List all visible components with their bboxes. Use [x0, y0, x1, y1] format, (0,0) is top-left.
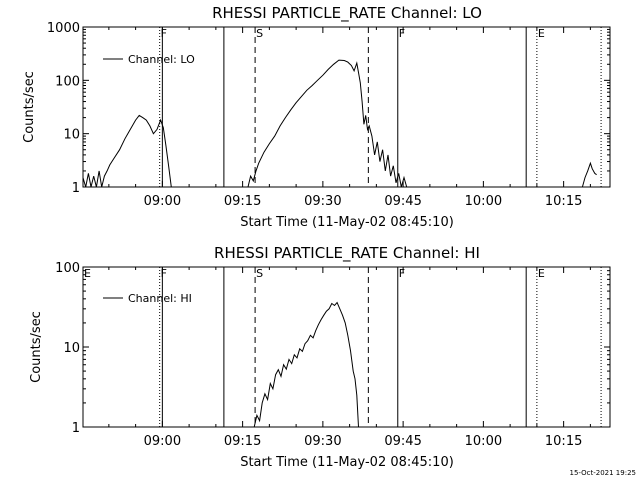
series-line [581, 161, 597, 188]
y-tick-label: 100 [55, 261, 80, 276]
x-tick-label: 10:15 [545, 194, 582, 209]
y-axis-label: Counts/sec [29, 311, 44, 383]
legend-entry: Channel: LO [128, 53, 195, 66]
chart-panel-hi: RHESSI PARTICLE_RATE Channel: HI Counts/… [29, 244, 611, 470]
x-tick-label: 09:00 [144, 194, 181, 209]
x-tick-label: 09:45 [384, 194, 421, 209]
chart-title: RHESSI PARTICLE_RATE Channel: HI [214, 244, 480, 263]
event-marker-label: E [84, 267, 91, 280]
event-marker-label: F [399, 267, 405, 280]
x-tick-label: 09:30 [304, 194, 341, 209]
y-tick-label: 1000 [47, 21, 80, 36]
plot-area: 1 10 100 09:00 09:15 09:30 09:45 10:00 10:15 E F S F… [55, 261, 611, 449]
x-axis-label: Start Time (11-May-02 08:45:10) [240, 455, 454, 470]
x-tick-label: 09:45 [384, 434, 421, 449]
x-tick-label: 10:00 [465, 434, 502, 449]
event-marker-label: F [161, 27, 167, 40]
chart-panel-lo: RHESSI PARTICLE_RATE Channel: LO Counts/… [22, 4, 611, 230]
event-marker-label: F [399, 27, 405, 40]
x-axis-label: Start Time (11-May-02 08:45:10) [240, 215, 454, 230]
y-tick-label: 1 [72, 181, 80, 196]
event-marker-label: F [161, 267, 167, 280]
legend: Channel: LO [103, 53, 195, 66]
series-line [82, 114, 172, 188]
x-tick-label: 09:15 [224, 434, 261, 449]
event-marker-label: E [538, 27, 545, 40]
x-tick-label: 10:15 [545, 434, 582, 449]
x-tick-label: 09:15 [224, 194, 261, 209]
legend-entry: Channel: HI [128, 292, 192, 305]
chart-title: RHESSI PARTICLE_RATE Channel: LO [212, 4, 482, 23]
y-tick-label: 10 [63, 128, 80, 143]
plot-frame [82, 26, 611, 188]
x-tick-label: 10:00 [465, 194, 502, 209]
x-tick-label: 09:30 [304, 434, 341, 449]
legend: Channel: HI [103, 292, 192, 305]
x-tick-label: 09:00 [144, 434, 181, 449]
y-tick-label: 1 [72, 421, 80, 436]
y-tick-label: 10 [63, 341, 80, 356]
event-marker-label: S [256, 27, 263, 40]
event-marker-label: E [538, 267, 545, 280]
y-axis-label: Counts/sec [22, 71, 37, 143]
plot-area: 1 10 100 1000 09:00 09:15 09:30 09:45 10:00 10:15… [47, 21, 611, 209]
series-line [247, 59, 408, 188]
timestamp-label: 15-Oct-2021 19:25 [570, 469, 636, 477]
series-line [253, 301, 359, 428]
event-marker-label: S [256, 267, 263, 280]
y-tick-label: 100 [55, 74, 80, 89]
